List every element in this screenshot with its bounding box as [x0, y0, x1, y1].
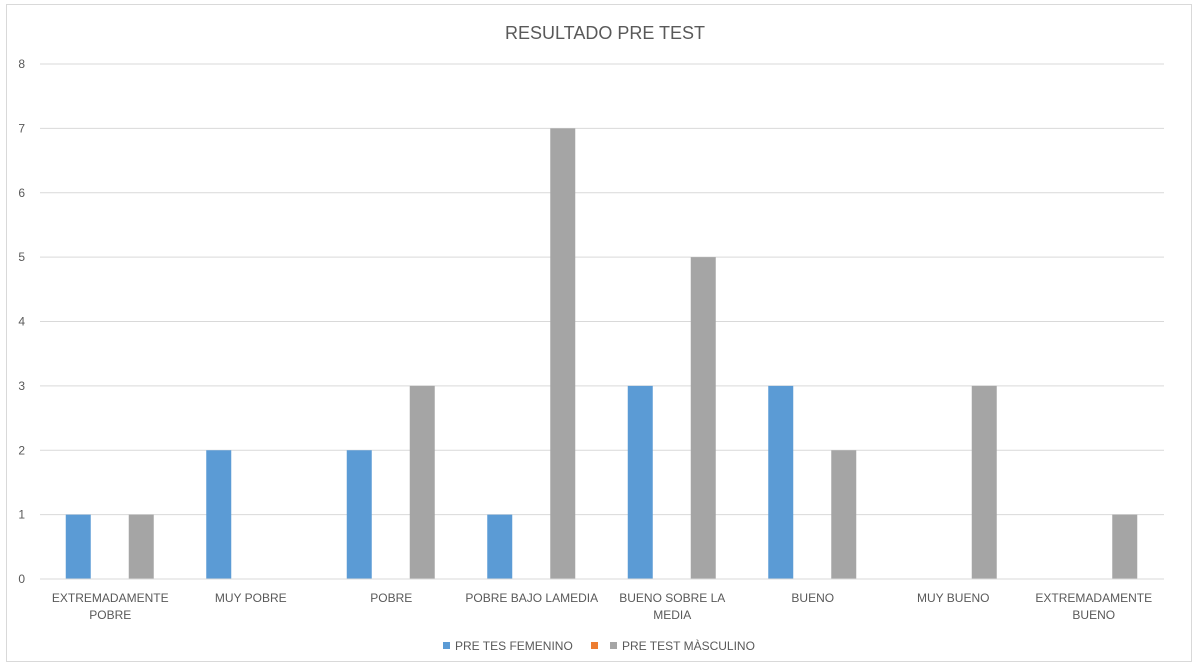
- bar-series-0-category-4: [627, 385, 653, 579]
- legend-swatch: [610, 642, 617, 649]
- x-tick-label: BUENO: [1072, 608, 1115, 622]
- x-tick-label: POBRE: [89, 608, 131, 622]
- x-tick-label: POBRE BAJO LAMEDIA: [465, 591, 598, 605]
- x-tick-label: POBRE: [370, 591, 412, 605]
- y-tick-label: 7: [18, 121, 25, 135]
- legend-label: PRE TEST MÀSCULINO: [622, 638, 755, 653]
- bar-series-0-category-2: [346, 450, 372, 579]
- bar-series-0-category-1: [206, 450, 232, 579]
- y-tick-label: 3: [18, 379, 25, 393]
- bar-series-2-category-3: [550, 128, 576, 579]
- x-tick-label: EXTREMADAMENTE: [1035, 591, 1152, 605]
- bar-series-2-category-7: [1112, 514, 1138, 579]
- legend-swatch: [591, 642, 598, 649]
- x-tick-label: EXTREMADAMENTE: [52, 591, 169, 605]
- legend-label: PRE TES FEMENINO: [455, 639, 573, 653]
- x-tick-label: MUY POBRE: [215, 591, 287, 605]
- bar-series-2-category-6: [971, 385, 997, 579]
- bar-series-0-category-5: [768, 385, 794, 579]
- bar-series-2-category-0: [128, 514, 154, 579]
- y-tick-label: 5: [18, 250, 25, 264]
- x-tick-label: MUY BUENO: [917, 591, 989, 605]
- x-tick-label: MEDIA: [653, 608, 691, 622]
- x-tick-label: BUENO SOBRE LA: [619, 591, 725, 605]
- x-tick-label: BUENO: [791, 591, 834, 605]
- bar-series-0-category-0: [65, 514, 91, 579]
- bars: [65, 128, 1138, 579]
- y-tick-label: 2: [18, 443, 25, 457]
- bar-series-2-category-5: [831, 450, 857, 579]
- y-tick-label: 8: [18, 57, 25, 71]
- bar-series-2-category-2: [409, 385, 435, 579]
- chart-title: RESULTADO PRE TEST: [505, 23, 705, 43]
- x-axis-tick-labels: EXTREMADAMENTE POBRE MUY POBRE POBRE POBRE B…: [52, 591, 1152, 622]
- legend-swatch: [443, 642, 450, 649]
- y-tick-label: 6: [18, 186, 25, 200]
- bar-series-0-category-3: [487, 514, 513, 579]
- y-tick-label: 4: [18, 315, 25, 329]
- y-axis-tick-labels: 0 1 2 3 4 5 6 7 8: [18, 57, 25, 586]
- legend: PRE TES FEMENINO PRE TEST MÀSCULINO: [443, 638, 755, 653]
- y-tick-label: 1: [18, 508, 25, 522]
- y-tick-label: 0: [18, 572, 25, 586]
- bar-series-2-category-4: [690, 257, 716, 579]
